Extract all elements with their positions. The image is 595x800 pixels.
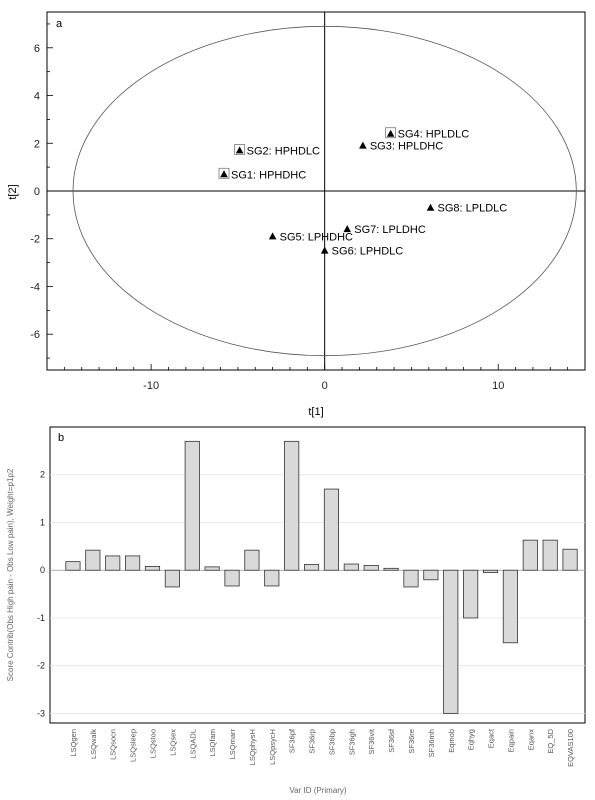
- bar: [303, 564, 320, 571]
- bar: [105, 555, 121, 571]
- scatter-y-axis-label: t[2]: [7, 184, 19, 199]
- bar: [562, 548, 578, 571]
- y-tick-label: 0: [34, 186, 40, 198]
- bar-category-label: Eqact: [487, 728, 496, 748]
- scatter-x-axis-label: t[1]: [308, 406, 323, 418]
- bar-category-label: LSQsocn: [109, 729, 118, 760]
- bar: [184, 440, 200, 571]
- point-label: SG2: HPHDLC: [247, 145, 320, 157]
- point-label: SG6: LPHDLC: [332, 246, 404, 258]
- point-label: SG4: HPLDLC: [398, 129, 470, 141]
- bar: [542, 539, 558, 571]
- scatter-point: [268, 232, 277, 240]
- bar-category-label: LSQsleep: [129, 729, 138, 762]
- bar-plot-frame: [49, 426, 586, 724]
- bar: [443, 569, 459, 714]
- bar: [85, 549, 101, 571]
- bar: [363, 565, 379, 571]
- bar: [125, 555, 141, 571]
- scatter-point: [220, 170, 228, 178]
- point-label: SG1: HPHDHC: [231, 169, 306, 181]
- scatter-point: [359, 141, 367, 149]
- bar-category-label: LSQwalk: [89, 729, 98, 759]
- bar: [423, 569, 439, 581]
- x-tick-label: 10: [492, 380, 504, 392]
- bar-y-tick-label: 1: [40, 517, 45, 527]
- confidence-ellipse: [72, 25, 577, 357]
- bar: [244, 549, 260, 571]
- scatter-point: [426, 203, 435, 211]
- y-tick-label: -6: [30, 329, 40, 341]
- y-tick-label: 4: [34, 91, 40, 103]
- bar: [343, 563, 359, 571]
- bar-x-axis-label: Var ID (Primary): [289, 786, 347, 795]
- bar-category-label: SF36rp: [308, 729, 317, 754]
- point-label: SG7: LPLDHC: [354, 224, 426, 236]
- bar-category-label: LSQsex: [168, 729, 177, 756]
- bar: [144, 566, 161, 571]
- bar-category-label: LSQfam: [208, 729, 217, 757]
- x-tick-label: -10: [143, 380, 159, 392]
- bar-category-label: LSQmarr: [228, 728, 237, 759]
- bar-category-label: SF36pf: [288, 728, 297, 753]
- bar-category-label: SF36bp: [327, 729, 336, 755]
- bar: [482, 569, 499, 574]
- bar: [463, 569, 479, 619]
- bar-category-label: Eqhyg: [467, 729, 476, 750]
- bar-category-label: Eqmob: [447, 729, 456, 753]
- bar-y-tick-label: 0: [40, 565, 45, 575]
- y-tick-label: -4: [30, 281, 40, 293]
- y-tick-label: 2: [34, 138, 40, 150]
- scatter-point: [320, 246, 329, 254]
- bar: [403, 569, 419, 588]
- bar: [264, 569, 280, 587]
- bar-category-label: SF36vit: [367, 728, 376, 754]
- bar-category-label: LSQstoo: [148, 729, 157, 758]
- bar-category-label: LSQpsycH: [268, 729, 277, 765]
- point-label: SG8: LPLDLC: [438, 203, 508, 215]
- bar: [164, 569, 180, 588]
- bar: [224, 569, 240, 587]
- bar: [204, 566, 220, 571]
- point-label: SG3: HPLDHC: [370, 141, 443, 153]
- bar: [522, 539, 538, 571]
- bar-category-label: SF36mh: [427, 729, 436, 757]
- point-label: SG5: LPHDHC: [280, 231, 353, 243]
- bar-category-label: Eqpain: [506, 729, 515, 752]
- bar-category-label: LSQgen: [69, 729, 78, 757]
- bar: [502, 569, 518, 644]
- scatter-point: [386, 129, 395, 137]
- bar-y-tick-label: 2: [40, 470, 45, 480]
- bar-category-label: Eqanx: [526, 729, 535, 751]
- x-tick-label: 0: [322, 380, 328, 392]
- bar-category-label: SF36sf: [387, 728, 396, 753]
- bar-panel: b Var ID (Primary) Score Contrib(Obs Hig…: [6, 426, 586, 795]
- bar-y-axis-label: Score Contrib(Obs High pain - Obs Low pa…: [6, 468, 15, 681]
- bar: [323, 488, 340, 571]
- bar-category-label: EQVAS100: [566, 729, 575, 767]
- scatter-point: [343, 225, 352, 233]
- bar-y-tick-label: -1: [37, 613, 45, 623]
- bar: [383, 567, 399, 571]
- bar-y-tick-label: -2: [37, 661, 45, 671]
- bar-category-label: LSQADL: [188, 729, 197, 759]
- bar-category-label: EQ_5D: [546, 728, 555, 753]
- y-tick-label: -2: [30, 234, 40, 246]
- bar-category-label: LSQphysH: [248, 729, 257, 765]
- bar-category-label: SF36re: [407, 729, 416, 754]
- bar: [284, 440, 300, 571]
- bar-category-label: SF36gh: [347, 729, 356, 755]
- bar-y-tick-label: -3: [37, 708, 45, 718]
- scatter-panel-label: a: [56, 18, 63, 30]
- scatter-point: [235, 146, 244, 154]
- y-tick-label: 6: [34, 43, 40, 55]
- bar: [65, 561, 81, 571]
- bar-panel-label: b: [58, 432, 64, 444]
